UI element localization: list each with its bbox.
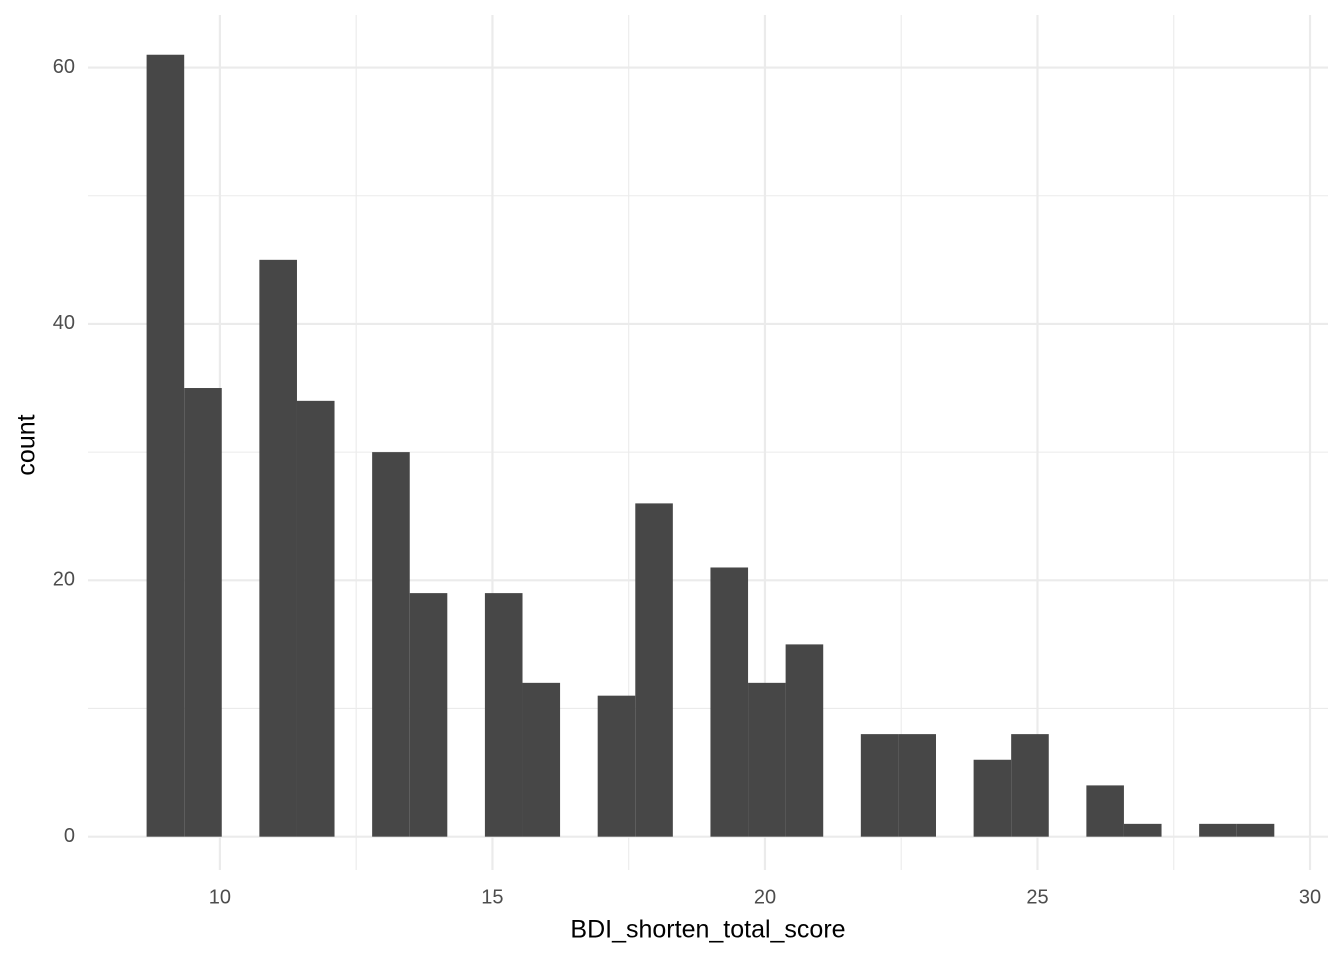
bar bbox=[1236, 823, 1275, 837]
x-tick-label: 10 bbox=[209, 886, 231, 908]
bar bbox=[146, 54, 185, 837]
bar bbox=[1199, 823, 1237, 837]
bar bbox=[296, 400, 335, 837]
bar bbox=[635, 503, 673, 837]
bar bbox=[860, 734, 899, 837]
x-tick-label: 25 bbox=[1026, 886, 1048, 908]
x-axis-title: BDI_shorten_total_score bbox=[570, 916, 845, 944]
y-axis-title: count bbox=[13, 414, 41, 475]
bar bbox=[1086, 785, 1124, 837]
x-tick-label: 30 bbox=[1299, 886, 1321, 908]
bar bbox=[785, 644, 824, 837]
y-tick-label: 60 bbox=[53, 56, 75, 78]
bar bbox=[597, 695, 636, 837]
bar bbox=[372, 452, 410, 837]
bar bbox=[484, 593, 523, 837]
bar bbox=[973, 759, 1012, 837]
bar bbox=[1123, 823, 1162, 837]
bars bbox=[146, 54, 1275, 837]
y-tick-label: 0 bbox=[64, 825, 75, 847]
bar bbox=[259, 259, 297, 837]
bar bbox=[184, 388, 222, 837]
bar bbox=[898, 734, 936, 837]
bar bbox=[1011, 734, 1049, 837]
bar bbox=[409, 593, 448, 837]
bar bbox=[710, 567, 749, 837]
y-tick-label: 40 bbox=[53, 312, 75, 334]
bar bbox=[748, 682, 786, 837]
bar bbox=[522, 682, 561, 837]
x-tick-label: 15 bbox=[481, 886, 503, 908]
y-tick-label: 20 bbox=[53, 569, 75, 591]
x-tick-label: 20 bbox=[754, 886, 776, 908]
